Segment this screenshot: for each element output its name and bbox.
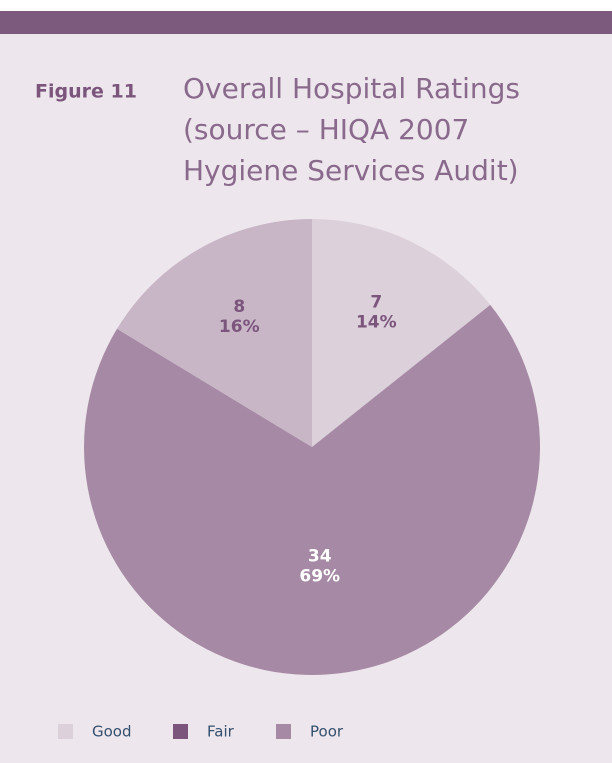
legend-label: Fair: [207, 723, 235, 741]
chart-title: Hygiene Services Audit): [183, 154, 519, 187]
slice-value-label: 7: [370, 292, 382, 312]
slice-value-label: 34: [308, 547, 332, 567]
legend-label: Poor: [310, 723, 344, 741]
slice-percent-label: 14%: [356, 312, 397, 332]
slice-percent-label: 16%: [219, 317, 260, 337]
chart-title: (source – HIQA 2007: [183, 113, 469, 146]
pie-slice: [312, 219, 491, 447]
pie-slice: [84, 304, 540, 675]
top-margin: [0, 0, 612, 11]
slice-percent-label: 69%: [299, 567, 340, 587]
legend-swatch: [58, 724, 73, 739]
legend-label: Good: [92, 723, 132, 741]
slice-value-label: 8: [233, 297, 245, 317]
legend-swatch: [173, 724, 188, 739]
chart-title: Overall Hospital Ratings: [183, 72, 520, 105]
legend: Good Fair Poor: [58, 723, 344, 741]
header-bar: [0, 11, 612, 34]
pie-slice: [117, 219, 312, 447]
figure-label: Figure 11: [35, 81, 137, 103]
legend-swatch: [276, 724, 291, 739]
